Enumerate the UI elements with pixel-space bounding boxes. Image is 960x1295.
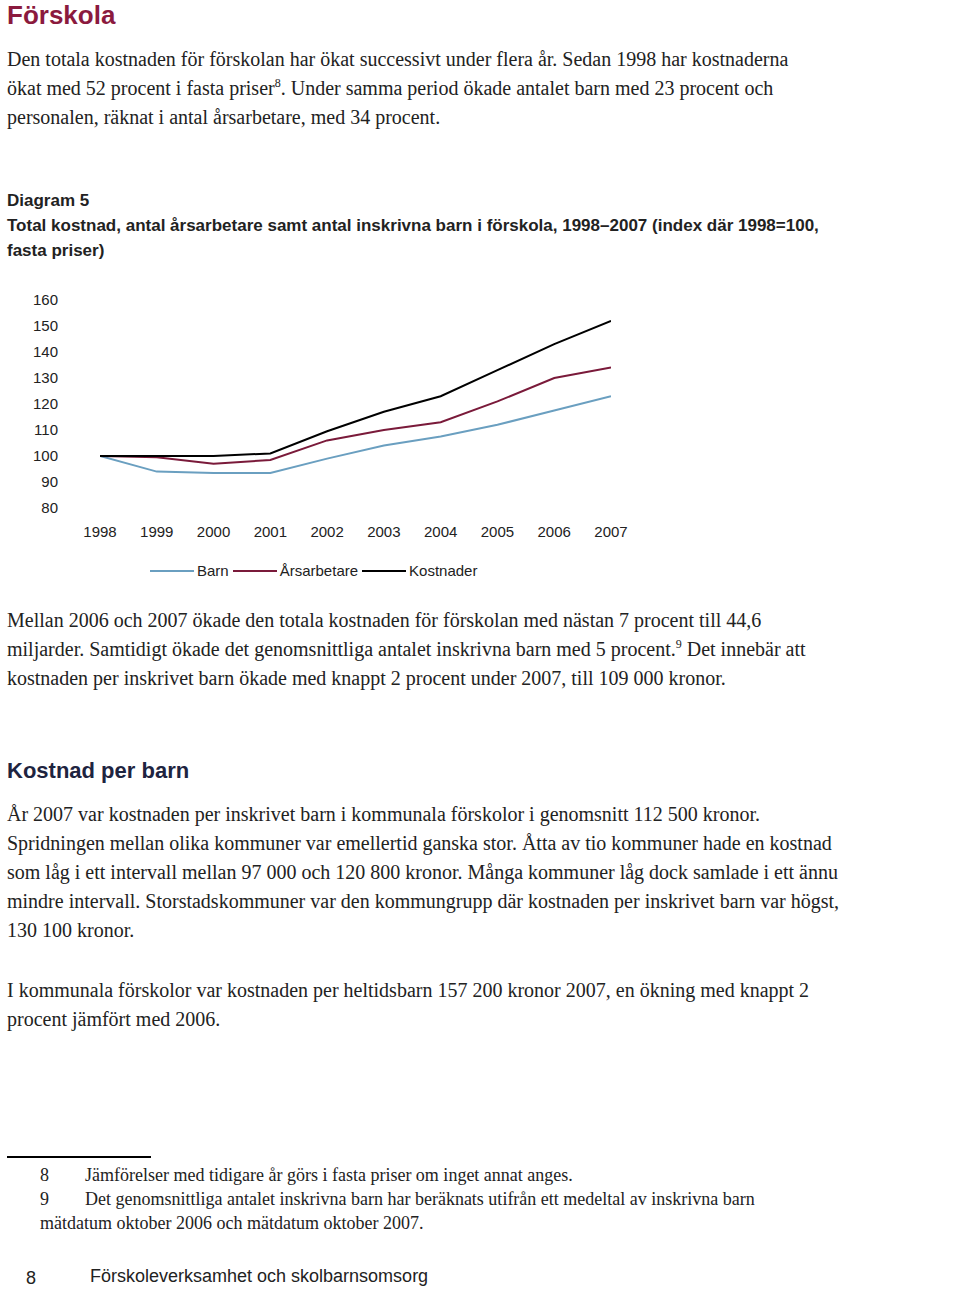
html-text:Kostnader: Kostnader [409, 562, 478, 579]
svg-text:120: 120 [33, 395, 58, 412]
svg-text:2005: 2005 [481, 523, 514, 538]
html-text:Barn: Barn [197, 562, 229, 579]
svg-text:100: 100 [33, 447, 58, 464]
html-text:Årsarbetare: Årsarbetare [279, 562, 359, 579]
svg-text:90: 90 [41, 473, 58, 490]
svg-text:140: 140 [33, 343, 58, 360]
html-text:I kommunala förskolor var kost: I kommunala förskolor var kostnaden per … [7, 979, 810, 1030]
html-text:Förskoleverksamhet och skolbar: Förskoleverksamhet och skolbarnsomsorg [90, 1266, 429, 1286]
svg-text:2001: 2001 [254, 523, 287, 538]
html-text:Kostnad per barn: Kostnad per barn [7, 758, 190, 783]
svg-text:150: 150 [33, 317, 58, 334]
html-text:Jämförelser med tidigare år gö: Jämförelser med tidigare år görs i fasta… [85, 1165, 573, 1185]
html-text:Det genomsnittliga antalet ins: Det genomsnittliga antalet inskrivna bar… [40, 1189, 755, 1233]
svg-text:2000: 2000 [197, 523, 230, 538]
html-text:Den totala kostnaden för försk: Den totala kostnaden för förskolan har ö… [7, 48, 789, 128]
html-text:År 2007 var kostnaden per insk: År 2007 var kostnaden per inskrivet barn… [7, 803, 839, 941]
html-text:Mellan 2006 och 2007 ökade den: Mellan 2006 och 2007 ökade den totala ko… [7, 609, 806, 689]
svg-text:2007: 2007 [594, 523, 627, 538]
html-text:8: 8 [40, 1165, 49, 1185]
html-text:8: 8 [26, 1268, 36, 1288]
svg-text:130: 130 [33, 369, 58, 386]
svg-text:2006: 2006 [538, 523, 571, 538]
svg-text:1999: 1999 [140, 523, 173, 538]
html-text:Total kostnad, antal årsarbeta: Total kostnad, antal årsarbetare samt an… [7, 216, 819, 260]
svg-text:2002: 2002 [310, 523, 343, 538]
html-text:Förskola: Förskola [7, 0, 116, 30]
svg-text:2004: 2004 [424, 523, 457, 538]
html-text:9: 9 [40, 1189, 49, 1209]
svg-text:2003: 2003 [367, 523, 400, 538]
svg-text:1998: 1998 [83, 523, 116, 538]
html-text:Diagram 5: Diagram 5 [7, 191, 90, 210]
svg-text:160: 160 [33, 291, 58, 308]
svg-text:80: 80 [41, 499, 58, 516]
svg-text:110: 110 [34, 421, 58, 438]
